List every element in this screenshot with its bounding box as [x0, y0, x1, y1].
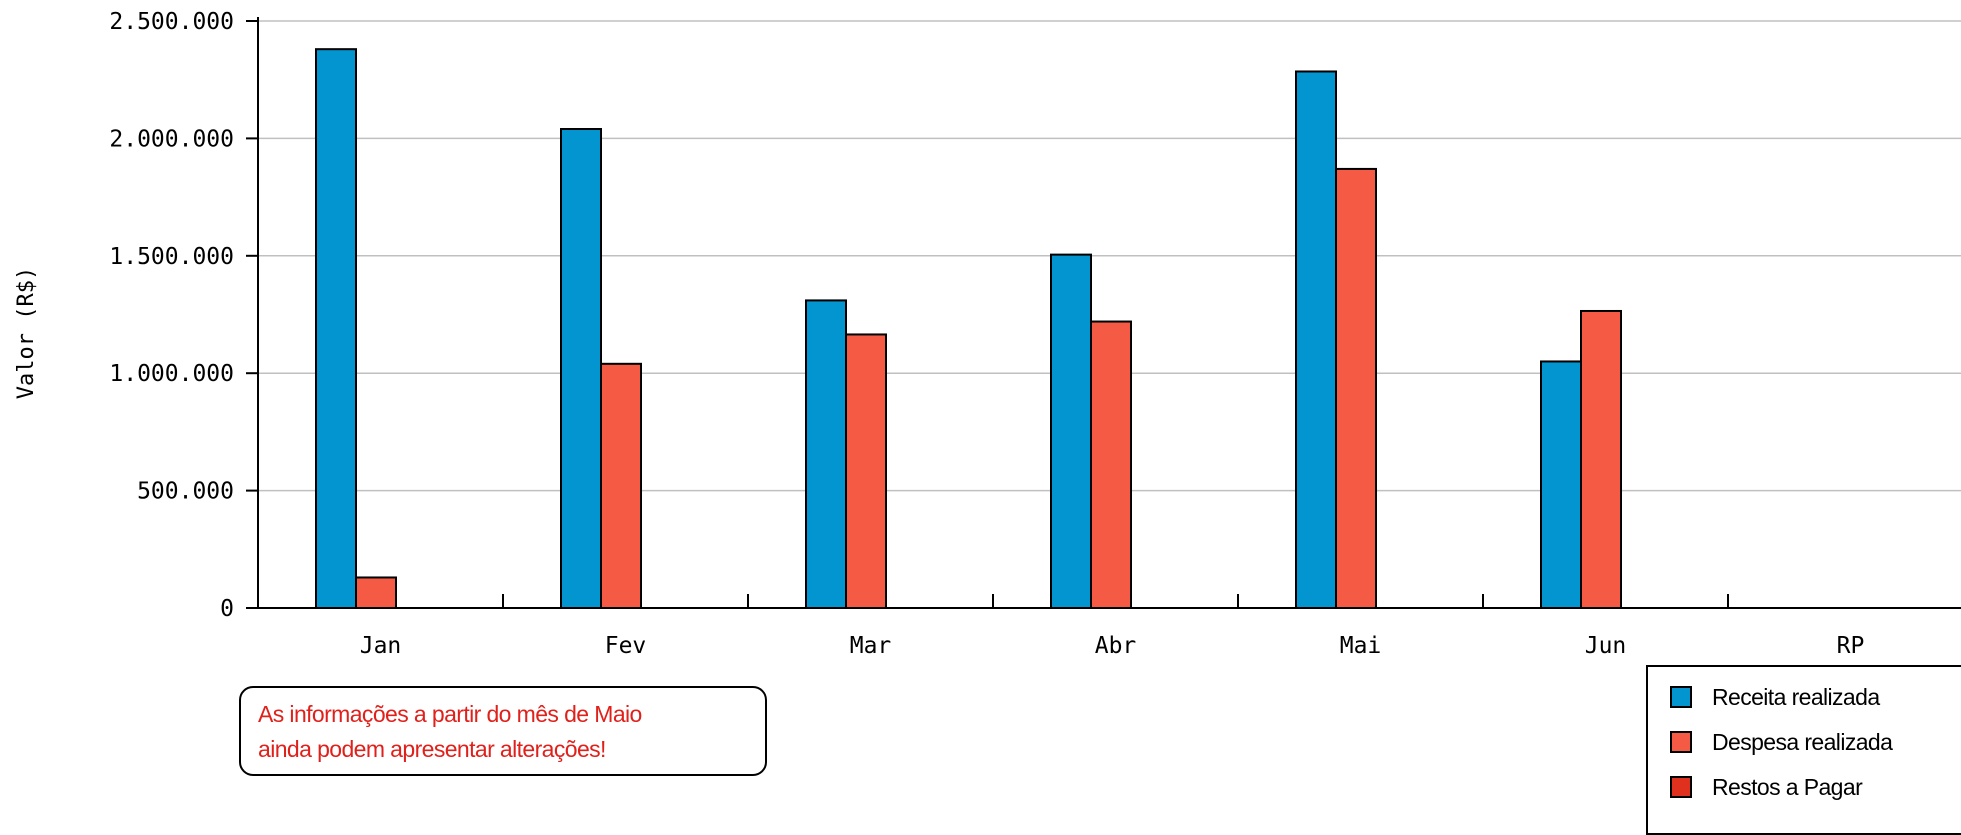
- bar-fev-series-0: [560, 128, 602, 609]
- legend-swatch-receita: [1670, 686, 1692, 708]
- y-tick-label: 0: [220, 596, 234, 622]
- x-tick-label: Jan: [360, 633, 402, 659]
- legend-swatch-despesa: [1670, 731, 1692, 753]
- bar-jan-series-1: [355, 576, 397, 610]
- y-tick-label: 2.000.000: [109, 126, 234, 152]
- x-tick-label: Abr: [1095, 633, 1137, 659]
- x-tick-label: Jun: [1585, 633, 1627, 659]
- y-axis-ticks: 0 500.000 1.000.000 1.500.000 2.000.000 2.500…: [109, 9, 258, 622]
- y-tick-label: 500.000: [137, 479, 234, 505]
- y-tick-label: 1.000.000: [109, 361, 234, 387]
- bar-mai-series-1: [1335, 167, 1377, 609]
- annotation-box: As informações a partir do mês de Maio a…: [239, 686, 767, 776]
- bar-jan-series-0: [315, 48, 357, 609]
- legend: Receita realizada Despesa realizada Rest…: [1646, 665, 1961, 835]
- legend-label-receita: Receita realizada: [1712, 683, 1880, 710]
- legend-item-restos: Restos a Pagar: [1670, 773, 1863, 801]
- bars: [315, 48, 1622, 610]
- legend-item-despesa: Despesa realizada: [1670, 728, 1893, 756]
- annotation-line-1: As informações a partir do mês de Maio: [258, 701, 642, 727]
- x-axis-ticks: Jan Fev Mar Abr Mai Jun RP: [360, 594, 1865, 659]
- y-tick-label: 2.500.000: [109, 9, 234, 35]
- gridlines: [258, 20, 1961, 492]
- x-tick-label: Mar: [850, 633, 892, 659]
- y-tick-label: 1.500.000: [109, 244, 234, 270]
- bar-mai-series-0: [1295, 70, 1337, 610]
- legend-swatch-restos: [1670, 776, 1692, 798]
- bar-abr-series-0: [1050, 253, 1092, 609]
- legend-item-receita: Receita realizada: [1670, 683, 1880, 711]
- annotation-line-2: ainda podem apresentar alterações!: [258, 736, 606, 762]
- legend-label-restos: Restos a Pagar: [1712, 773, 1863, 800]
- y-axis-label: Valor (R$): [14, 267, 39, 399]
- bar-mar-series-1: [845, 333, 887, 609]
- x-tick-label: Fev: [605, 633, 647, 659]
- x-tick-label: RP: [1837, 633, 1865, 659]
- bar-mar-series-0: [805, 299, 847, 609]
- bar-fev-series-1: [600, 362, 642, 610]
- x-tick-label: Mai: [1340, 633, 1382, 659]
- bar-jun-series-0: [1540, 360, 1582, 609]
- bar-jun-series-1: [1580, 309, 1622, 609]
- legend-label-despesa: Despesa realizada: [1712, 728, 1893, 755]
- bar-abr-series-1: [1090, 320, 1132, 609]
